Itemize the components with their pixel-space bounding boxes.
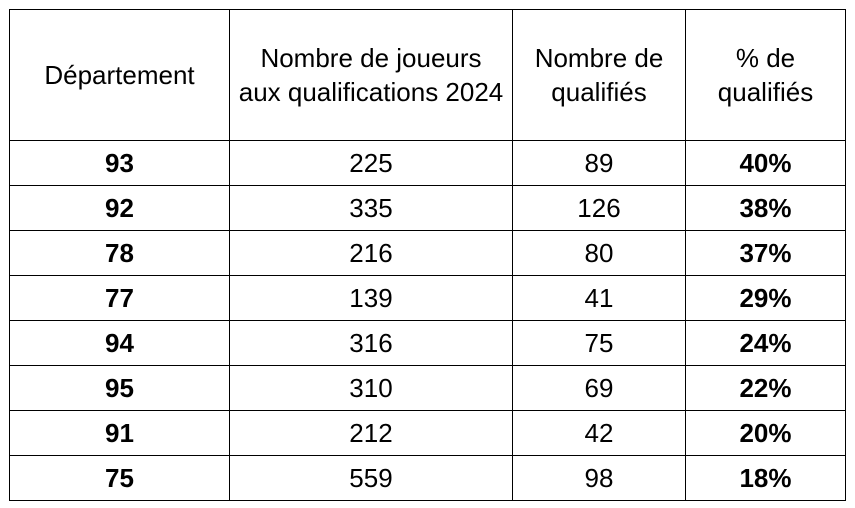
table-row: 93 225 89 40%: [9, 140, 846, 186]
cell-nombre-qualifies: 41: [512, 275, 686, 321]
cell-departement: 78: [9, 230, 230, 276]
table-row: 78 216 80 37%: [9, 230, 846, 276]
cell-nombre-qualifies: 80: [512, 230, 686, 276]
cell-nombre-joueurs: 216: [229, 230, 513, 276]
table-row: 75 559 98 18%: [9, 455, 846, 501]
cell-nombre-joueurs: 335: [229, 185, 513, 231]
cell-nombre-qualifies: 69: [512, 365, 686, 411]
header-nombre-qualifies: Nombre de qualifiés: [512, 9, 686, 141]
cell-departement: 94: [9, 320, 230, 366]
cell-pourcentage: 22%: [685, 365, 846, 411]
qualification-table-container: Département Nombre de joueurs aux qualif…: [9, 9, 846, 501]
qualification-table: Département Nombre de joueurs aux qualif…: [9, 9, 846, 501]
header-pourcentage-qualifies: % de qualifiés: [685, 9, 846, 141]
header-nombre-joueurs: Nombre de joueurs aux qualifications 202…: [229, 9, 513, 141]
cell-nombre-joueurs: 316: [229, 320, 513, 366]
cell-nombre-joueurs: 225: [229, 140, 513, 186]
cell-nombre-joueurs: 139: [229, 275, 513, 321]
table-body: 93 225 89 40% 92 335 126 38% 78 216 80 3…: [9, 140, 846, 501]
header-row: Département Nombre de joueurs aux qualif…: [9, 9, 846, 141]
cell-departement: 93: [9, 140, 230, 186]
cell-departement: 91: [9, 410, 230, 456]
table-row: 91 212 42 20%: [9, 410, 846, 456]
header-departement: Département: [9, 9, 230, 141]
cell-pourcentage: 24%: [685, 320, 846, 366]
cell-nombre-joueurs: 212: [229, 410, 513, 456]
cell-nombre-qualifies: 98: [512, 455, 686, 501]
table-row: 77 139 41 29%: [9, 275, 846, 321]
cell-nombre-qualifies: 42: [512, 410, 686, 456]
cell-departement: 75: [9, 455, 230, 501]
cell-pourcentage: 38%: [685, 185, 846, 231]
cell-departement: 92: [9, 185, 230, 231]
cell-pourcentage: 18%: [685, 455, 846, 501]
cell-pourcentage: 29%: [685, 275, 846, 321]
cell-nombre-joueurs: 559: [229, 455, 513, 501]
cell-pourcentage: 40%: [685, 140, 846, 186]
cell-nombre-qualifies: 126: [512, 185, 686, 231]
table-row: 94 316 75 24%: [9, 320, 846, 366]
cell-departement: 77: [9, 275, 230, 321]
cell-nombre-qualifies: 75: [512, 320, 686, 366]
cell-pourcentage: 37%: [685, 230, 846, 276]
cell-pourcentage: 20%: [685, 410, 846, 456]
table-header: Département Nombre de joueurs aux qualif…: [9, 9, 846, 141]
table-row: 92 335 126 38%: [9, 185, 846, 231]
cell-nombre-joueurs: 310: [229, 365, 513, 411]
cell-departement: 95: [9, 365, 230, 411]
cell-nombre-qualifies: 89: [512, 140, 686, 186]
table-row: 95 310 69 22%: [9, 365, 846, 411]
